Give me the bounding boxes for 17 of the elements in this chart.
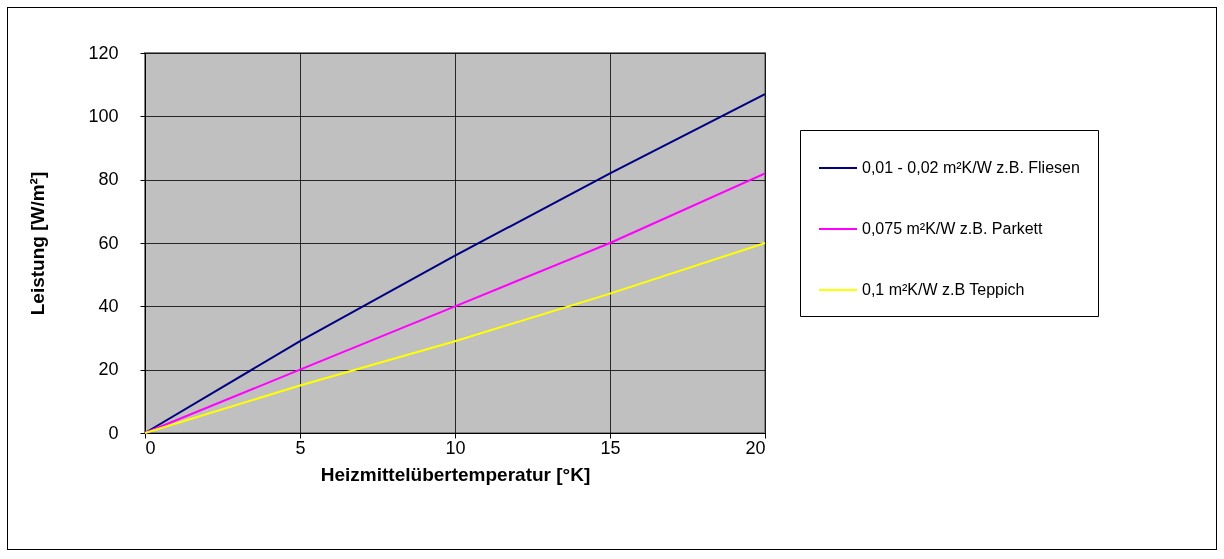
legend-label: 0,01 - 0,02 m²K/W z.B. Fliesen bbox=[862, 159, 1080, 176]
x-tick-label: 10 bbox=[445, 437, 466, 458]
y-tick-label: 40 bbox=[98, 295, 119, 316]
x-tick-label: 20 bbox=[745, 437, 766, 458]
legend-label: 0,075 m²K/W z.B. Parkett bbox=[862, 220, 1044, 237]
y-tick-label: 60 bbox=[98, 232, 119, 253]
y-tick-label: 80 bbox=[98, 169, 119, 190]
x-axis-title: Heizmittelübertemperatur [°K] bbox=[320, 463, 591, 485]
y-tick-label: 20 bbox=[98, 359, 119, 380]
y-tick-label: 0 bbox=[108, 422, 119, 443]
x-tick-label: 5 bbox=[295, 437, 306, 458]
y-axis-title: Leistung [W/m²] bbox=[27, 171, 49, 316]
x-tick-label: 0 bbox=[145, 437, 156, 458]
y-tick-label: 100 bbox=[88, 105, 119, 126]
x-tick-label: 15 bbox=[600, 437, 621, 458]
y-tick-label: 120 bbox=[88, 42, 119, 63]
legend-label: 0,1 m²K/W z.B Teppich bbox=[862, 281, 1025, 298]
